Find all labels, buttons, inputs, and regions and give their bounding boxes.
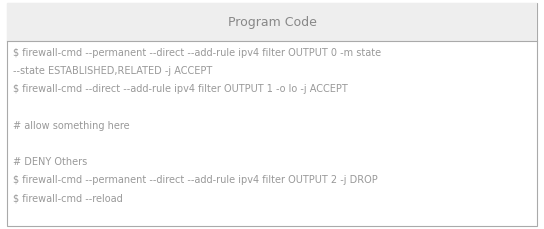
Text: --state ESTABLISHED,RELATED -j ACCEPT: --state ESTABLISHED,RELATED -j ACCEPT [13,66,212,76]
Text: # DENY Others: # DENY Others [13,157,87,167]
Text: # allow something here: # allow something here [13,121,129,131]
Text: $ firewall-cmd --permanent --direct --add-rule ipv4 filter OUTPUT 2 -j DROP: $ firewall-cmd --permanent --direct --ad… [13,175,378,185]
Text: $ firewall-cmd --permanent --direct --add-rule ipv4 filter OUTPUT 0 -m state: $ firewall-cmd --permanent --direct --ad… [13,48,381,58]
Text: Program Code: Program Code [227,16,317,29]
Text: $ firewall-cmd --direct --add-rule ipv4 filter OUTPUT 1 -o lo -j ACCEPT: $ firewall-cmd --direct --add-rule ipv4 … [13,85,348,95]
Bar [7,3,537,41]
Text: $ firewall-cmd --reload: $ firewall-cmd --reload [13,194,123,204]
